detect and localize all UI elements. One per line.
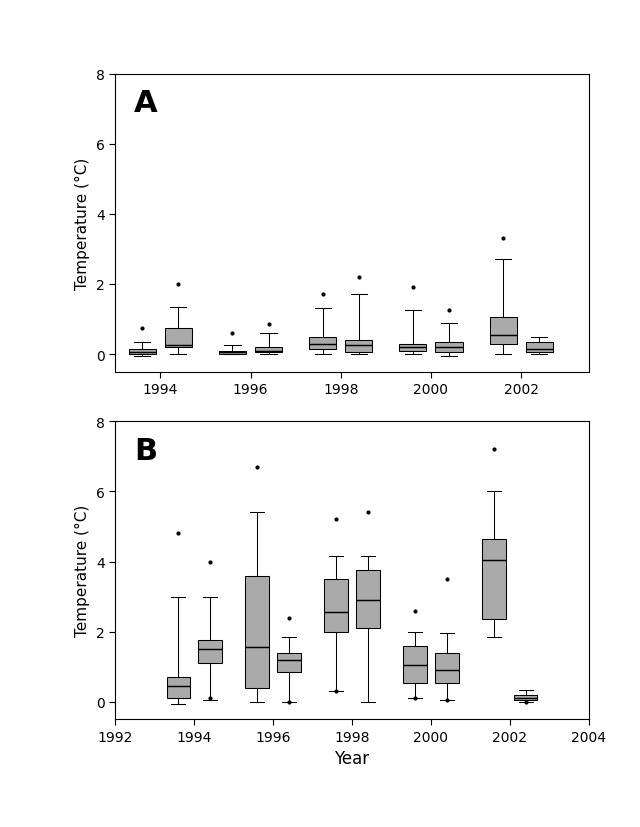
X-axis label: Year: Year <box>335 749 369 767</box>
Y-axis label: Temperature (°C): Temperature (°C) <box>76 504 90 637</box>
Bar <box>345 341 372 353</box>
Bar <box>129 349 156 355</box>
Bar <box>482 539 506 619</box>
Bar <box>309 337 336 349</box>
Bar <box>324 580 348 632</box>
Bar <box>435 342 463 353</box>
Bar <box>255 347 282 353</box>
Bar <box>198 641 221 663</box>
Bar <box>356 571 380 629</box>
Bar <box>166 677 190 699</box>
Bar <box>165 328 192 347</box>
Bar <box>399 344 426 351</box>
Text: B: B <box>134 437 157 466</box>
Bar <box>219 351 246 355</box>
Bar <box>277 653 301 672</box>
Bar <box>245 576 269 688</box>
Bar <box>514 695 538 700</box>
Bar <box>403 646 427 683</box>
Text: A: A <box>134 89 158 118</box>
Bar <box>490 318 516 344</box>
Bar <box>525 342 553 353</box>
Y-axis label: Temperature (°C): Temperature (°C) <box>76 157 90 289</box>
Bar <box>435 653 459 683</box>
